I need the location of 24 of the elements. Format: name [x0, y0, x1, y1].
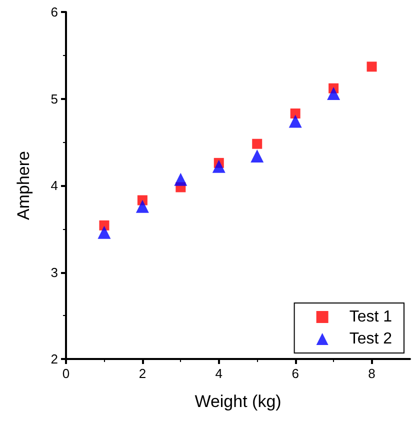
point	[212, 160, 226, 173]
y-tick-label: 2	[50, 352, 58, 366]
y-tick-label: 3	[50, 264, 58, 280]
x-tick-label: 0	[62, 366, 70, 381]
point	[290, 108, 300, 118]
point	[98, 226, 111, 239]
point	[250, 150, 264, 163]
x-tick-label: 6	[292, 366, 299, 381]
legend-label: Test 2	[349, 330, 392, 348]
x-tick-label: 4	[215, 366, 223, 381]
y-tick-label: 4	[50, 178, 58, 193]
point	[174, 172, 188, 186]
y-tick-label: 6	[50, 4, 58, 20]
point	[288, 114, 302, 128]
point	[136, 200, 149, 213]
x-tick-label: 8	[368, 366, 376, 381]
point	[252, 138, 262, 149]
y-axis-title: Amphere	[14, 151, 33, 220]
x-axis-title: Weight (kg)	[194, 392, 282, 411]
x-tick-label: 2	[138, 366, 146, 381]
y-tick-label: 5	[50, 91, 58, 106]
point	[366, 62, 377, 72]
point	[327, 87, 340, 100]
legend-label: Test 1	[349, 308, 392, 326]
